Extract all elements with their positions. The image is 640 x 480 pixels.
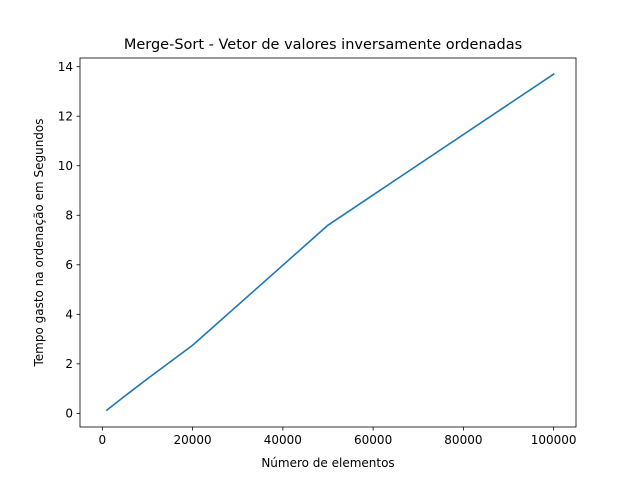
y-tick-label: 12 xyxy=(58,109,73,123)
y-tick-label: 8 xyxy=(65,209,73,223)
plot-frame xyxy=(79,57,577,428)
x-axis: 0 20000 40000 60000 80000 100000 xyxy=(99,427,577,447)
plot-area xyxy=(105,72,555,412)
series-line xyxy=(105,72,555,412)
x-tick-label: 60000 xyxy=(354,433,392,447)
y-axis-title: Tempo gasto na ordenação em Segundos xyxy=(32,118,46,367)
x-tick-label: 40000 xyxy=(264,433,302,447)
x-tick-label: 20000 xyxy=(174,433,212,447)
x-tick-label: 0 xyxy=(99,433,107,447)
y-tick-label: 4 xyxy=(65,308,73,322)
x-tick-label: 100000 xyxy=(531,433,577,447)
y-tick-label: 14 xyxy=(58,60,73,74)
y-axis: 0 2 4 6 8 10 12 14 xyxy=(58,60,80,421)
y-tick-label: 2 xyxy=(65,357,73,371)
x-axis-title: Número de elementos xyxy=(261,456,394,470)
x-tick-label: 80000 xyxy=(444,433,482,447)
y-tick-label: 6 xyxy=(65,258,73,272)
y-tick-label: 10 xyxy=(58,159,73,173)
chart-title: Merge-Sort - Vetor de valores inversamen… xyxy=(124,37,522,53)
y-tick-label: 0 xyxy=(65,407,73,421)
